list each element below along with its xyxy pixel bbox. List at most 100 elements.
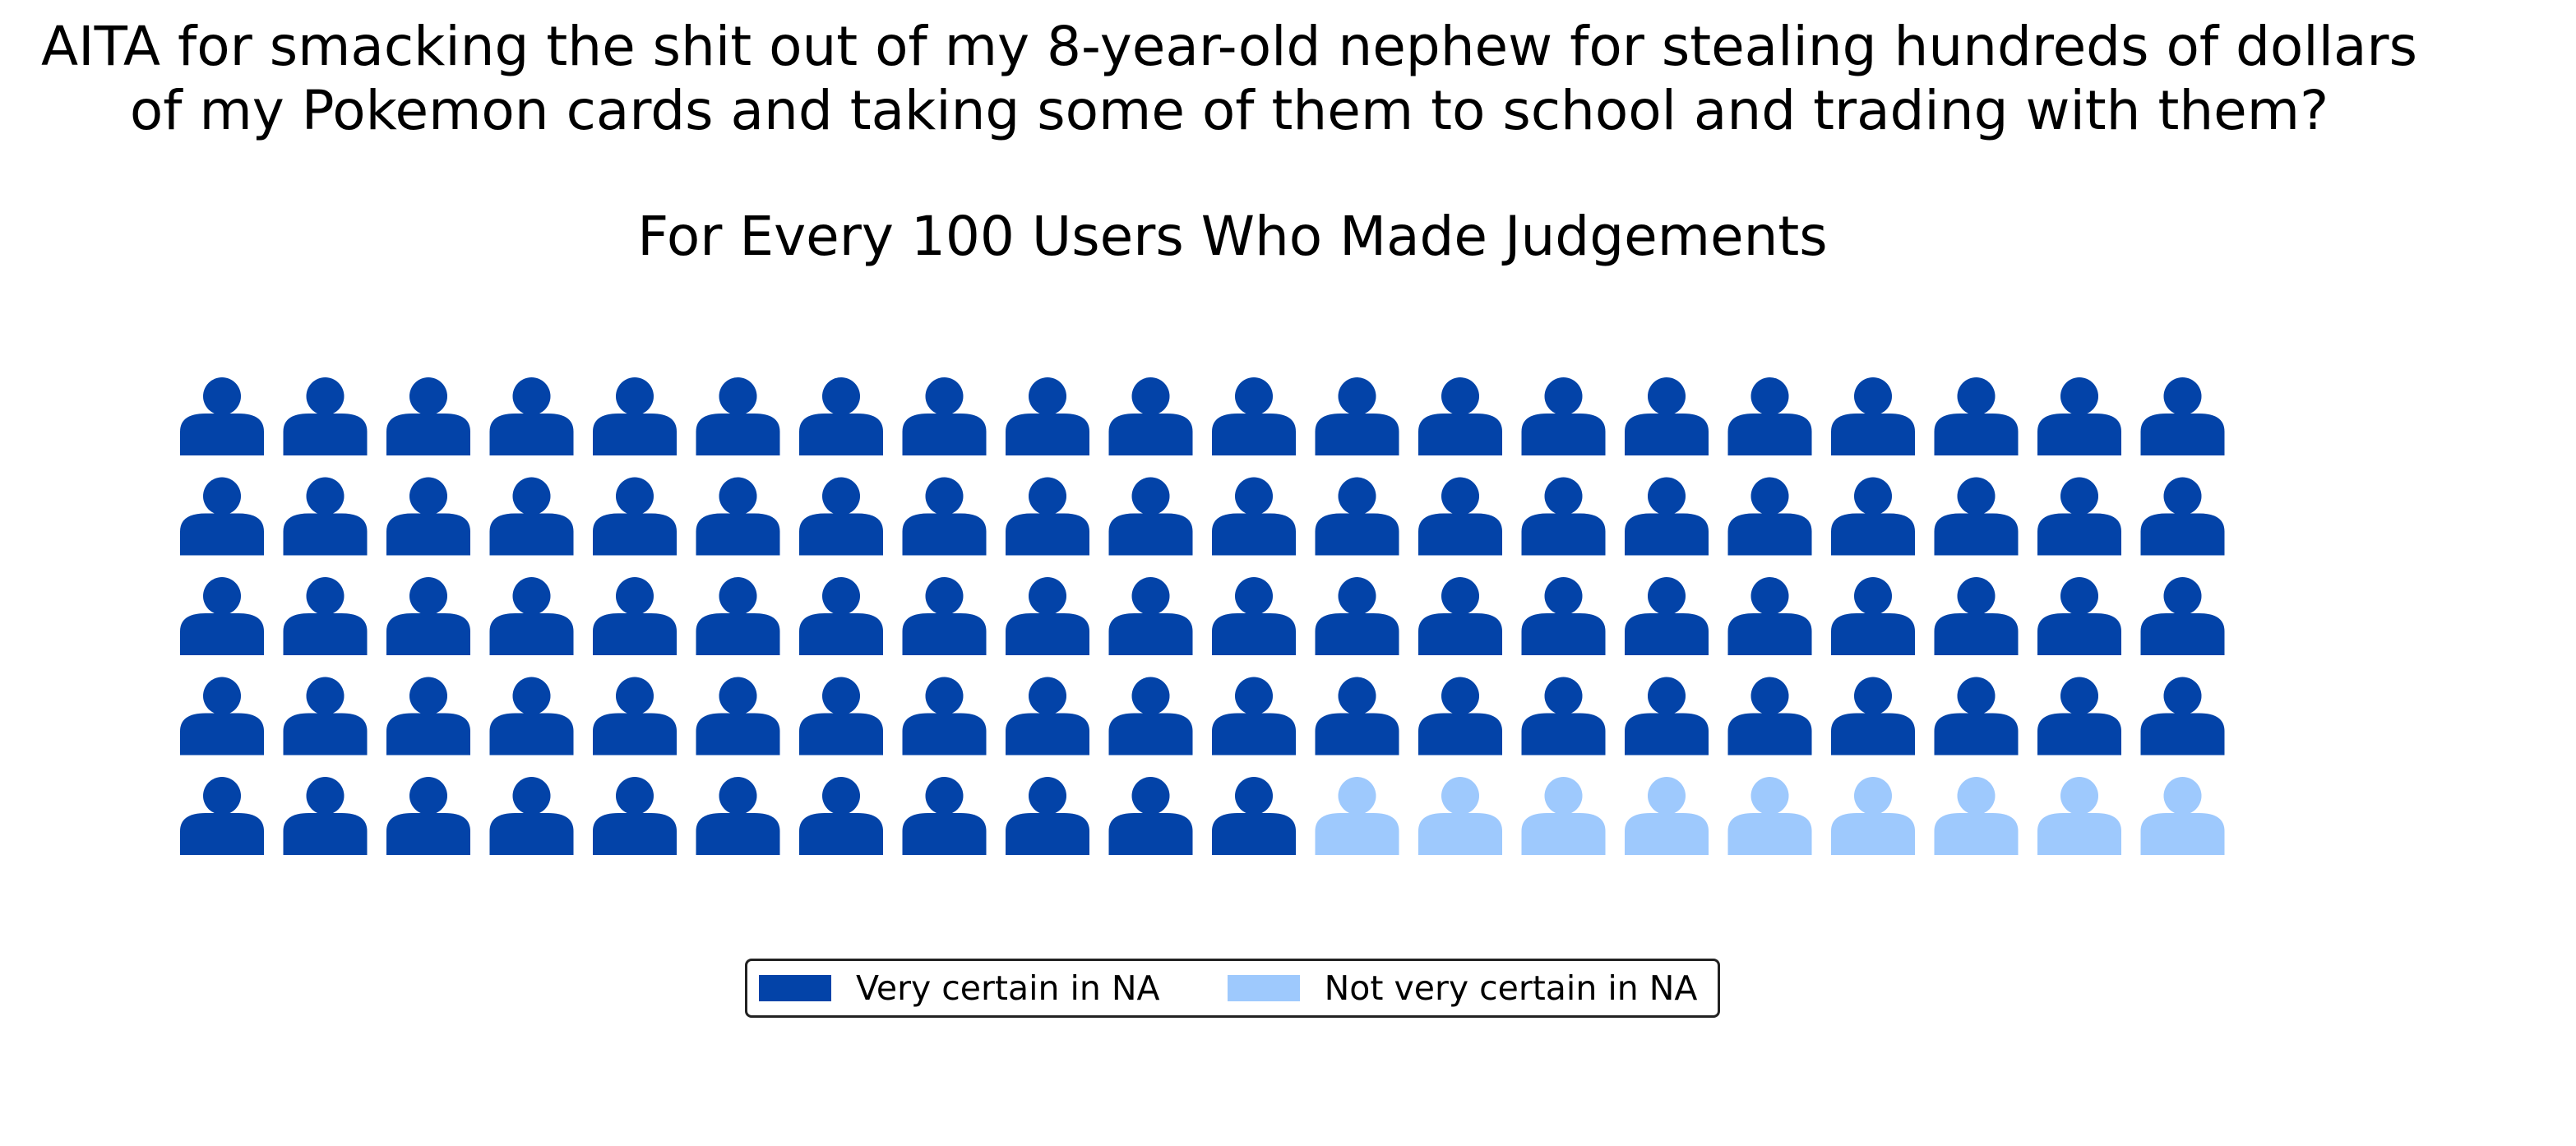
person-icon [1521,477,1606,556]
person-icon [902,677,987,756]
person-icon [1108,477,1193,556]
person-icon [1108,777,1193,855]
person-icon [1521,377,1606,455]
person-icon [1418,577,1502,655]
legend-swatch-very-certain [759,975,831,1001]
person-icon [1521,677,1606,756]
person-icon [1625,477,1709,556]
person-icon [799,477,883,556]
person-icon [1418,777,1502,855]
person-icon [1418,677,1502,756]
person-icon [1212,377,1296,455]
legend-item-very-certain: Very certain in NA [759,968,1160,1008]
person-icon [1934,677,2019,756]
person-icon [696,677,780,756]
person-icon [593,577,677,655]
person-icon [696,477,780,556]
chart-title: AITA for smacking the shit out of my 8-y… [0,15,2458,143]
person-icon [2140,777,2225,855]
person-icon [1212,677,1296,756]
person-icon [1108,377,1193,455]
person-icon [1934,477,2019,556]
person-icon [489,777,574,855]
person-icon [180,777,264,855]
legend-item-not-very-certain: Not very certain in NA [1227,968,1698,1008]
person-icon [1212,577,1296,655]
person-icon [1831,777,1915,855]
chart-legend: Very certain in NA Not very certain in N… [745,959,1720,1018]
person-icon [902,477,987,556]
person-icon [1315,577,1399,655]
person-icon [593,677,677,756]
person-icon [1315,777,1399,855]
person-icon [1831,677,1915,756]
person-icon [1521,777,1606,855]
person-icon [799,677,883,756]
person-icon [2037,677,2121,756]
person-icon [1727,577,1812,655]
chart-title-line-1: AITA for smacking the shit out of my 8-y… [41,15,2417,78]
person-icon [1006,377,1089,455]
person-icon [386,577,470,655]
person-icon [489,477,574,556]
person-icon [2037,777,2121,855]
person-icon [489,377,574,455]
person-icon [1315,377,1399,455]
person-icon [1625,777,1709,855]
chart-subtitle: For Every 100 Users Who Made Judgements [637,205,1828,268]
person-icon [1212,777,1296,855]
person-icon [2037,577,2121,655]
person-icon [1625,377,1709,455]
person-icon [1418,377,1502,455]
person-icon [489,577,574,655]
person-icon [1006,677,1089,756]
person-icon [1108,677,1193,756]
person-icon [1831,377,1915,455]
person-icon [2140,577,2225,655]
person-icon [1521,577,1606,655]
person-icon [1625,677,1709,756]
person-icon [1831,477,1915,556]
legend-label-not-very-certain: Not very certain in NA [1324,968,1698,1008]
person-icon [593,377,677,455]
person-icon [2037,377,2121,455]
person-icon [1934,577,2019,655]
chart-title-line-2: of my Pokemon cards and taking some of t… [129,79,2329,142]
person-icon [696,577,780,655]
person-icon [1006,577,1089,655]
person-icon [1727,777,1812,855]
legend-label-very-certain: Very certain in NA [856,968,1160,1008]
person-icon [1212,477,1296,556]
person-icon [1727,477,1812,556]
person-icon [1727,377,1812,455]
person-icon [1108,577,1193,655]
person-icon [593,477,677,556]
person-icon [180,377,264,455]
person-icon [1315,677,1399,756]
person-icon [1625,577,1709,655]
person-icon [593,777,677,855]
legend-swatch-not-very-certain [1227,975,1300,1001]
person-icon [180,677,264,756]
person-icon [283,477,368,556]
person-icon [1727,677,1812,756]
person-icon [386,377,470,455]
person-icon [902,577,987,655]
person-icon [1934,777,2019,855]
person-icon [1831,577,1915,655]
person-icon [386,477,470,556]
person-icon [2140,477,2225,556]
person-icon [2140,377,2225,455]
person-icon [1006,477,1089,556]
person-icon [799,577,883,655]
person-icon [386,777,470,855]
person-icon [180,577,264,655]
person-icon [696,377,780,455]
person-icon [386,677,470,756]
person-icon [283,377,368,455]
person-icon [902,777,987,855]
person-icon [1315,477,1399,556]
person-icon [799,777,883,855]
person-icon [696,777,780,855]
